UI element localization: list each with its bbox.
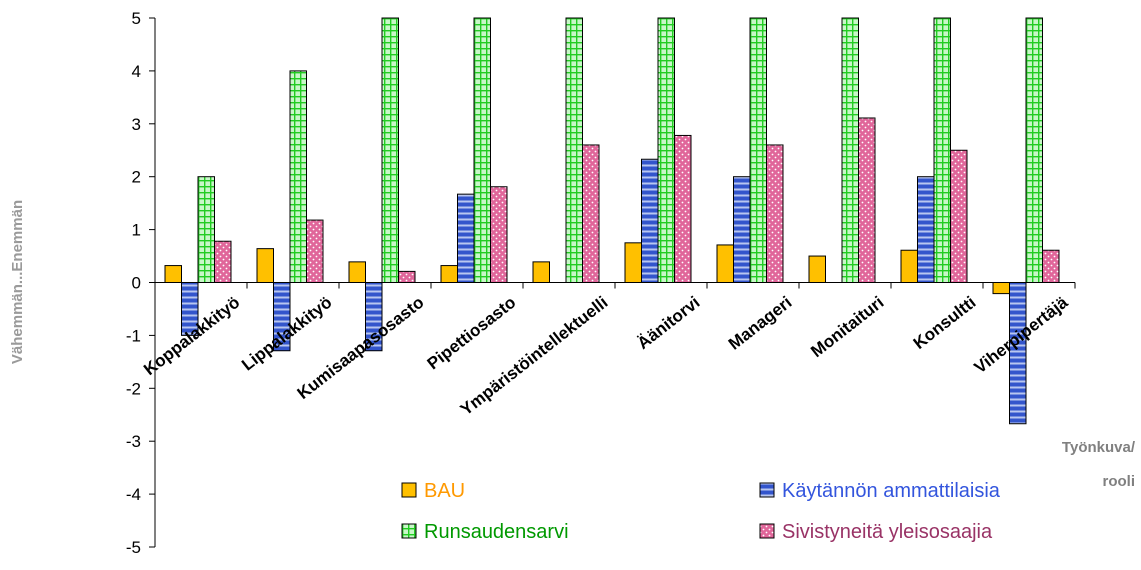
bar-sivistyneit-yleisosaajia-3 <box>490 186 508 284</box>
y-axis-label: Vähemmän...Enemmän <box>9 200 26 364</box>
bar-runsaudensarvi-4 <box>565 17 583 283</box>
category-label: Manageri <box>725 293 796 354</box>
category-label: Pipettiosasto <box>424 293 520 374</box>
bar-bau-8 <box>900 249 918 284</box>
bar-sivistyneit-yleisosaajia-9 <box>1042 249 1060 284</box>
bar-sivistyneit-yleisosaajia-8 <box>950 149 968 283</box>
legend-swatch <box>401 482 417 498</box>
y-tick-label: -4 <box>126 485 141 504</box>
bar-k-yt-nn-n-ammattilaisia-9 <box>1009 282 1027 425</box>
bar-bau-4 <box>532 261 550 283</box>
legend-label: Käytännön ammattilaisia <box>782 480 1001 502</box>
x-axis-label-line-2: rooli <box>1103 473 1136 490</box>
legend: BAU Käytännön ammattilaisia Runsaudensarvi… <box>401 480 1001 543</box>
bar-k-yt-nn-n-ammattilaisia-5 <box>641 158 659 283</box>
bar-runsaudensarvi-6 <box>749 17 767 283</box>
legend-label: Sivistyneitä yleisosaajia <box>782 521 993 543</box>
x-axis-label-line-1: Työnkuva/ <box>1062 439 1136 456</box>
bar-bau-2 <box>348 261 366 283</box>
legend-swatch <box>759 482 775 498</box>
category-label: Konsultti <box>910 293 980 353</box>
bar-sivistyneit-yleisosaajia-1 <box>306 219 324 284</box>
bar-bau-7 <box>808 255 826 283</box>
bar-runsaudensarvi-7 <box>841 17 859 283</box>
bar-k-yt-nn-n-ammattilaisia-3 <box>457 193 475 283</box>
y-tick-label: 3 <box>132 115 141 134</box>
legend-label: BAU <box>424 480 465 502</box>
bar-bau-9 <box>992 282 1010 295</box>
bars <box>164 17 1060 425</box>
y-tick-label: 2 <box>132 168 141 187</box>
bar-sivistyneit-yleisosaajia-0 <box>214 240 232 284</box>
bar-sivistyneit-yleisosaajia-4 <box>582 144 600 283</box>
bar-runsaudensarvi-5 <box>657 17 675 283</box>
bar-bau-1 <box>256 248 274 283</box>
bar-bau-6 <box>716 244 734 283</box>
bar-runsaudensarvi-9 <box>1025 17 1043 283</box>
y-tick-label: 1 <box>132 221 141 240</box>
bar-runsaudensarvi-3 <box>473 17 491 283</box>
bar-runsaudensarvi-1 <box>289 70 307 284</box>
bar-runsaudensarvi-8 <box>933 17 951 283</box>
bar-k-yt-nn-n-ammattilaisia-8 <box>917 176 935 283</box>
y-tick-label: 5 <box>132 9 141 28</box>
bar-bau-5 <box>624 242 642 283</box>
bar-sivistyneit-yleisosaajia-2 <box>398 270 416 283</box>
bar-runsaudensarvi-2 <box>381 17 399 283</box>
legend-swatch <box>401 523 417 539</box>
bar-k-yt-nn-n-ammattilaisia-6 <box>733 176 751 283</box>
legend-label: Runsaudensarvi <box>424 521 569 543</box>
bar-sivistyneit-yleisosaajia-7 <box>858 117 876 283</box>
category-label: Ympäristöintellektuelli <box>457 293 612 420</box>
y-axis: 5 4 3 2 1 0 -1 -2 -3 -4 -5 <box>126 9 156 557</box>
bar-runsaudensarvi-0 <box>197 176 215 283</box>
bar-sivistyneit-yleisosaajia-6 <box>766 144 784 283</box>
bar-sivistyneit-yleisosaajia-5 <box>674 134 692 283</box>
y-tick-label: -2 <box>126 379 141 398</box>
category-label: Monitaituri <box>807 293 887 361</box>
legend-swatch <box>759 523 775 539</box>
y-tick-label: 0 <box>132 274 141 293</box>
y-tick-label: -1 <box>126 326 141 345</box>
bar-k-yt-nn-n-ammattilaisia-1 <box>273 282 291 352</box>
category-label: Äänitorvi <box>634 293 704 353</box>
bar-bau-3 <box>440 265 458 283</box>
y-tick-label: -5 <box>126 538 141 557</box>
bar-k-yt-nn-n-ammattilaisia-2 <box>365 282 383 352</box>
bar-bau-0 <box>164 265 182 283</box>
x-axis <box>154 282 1076 289</box>
y-tick-label: 4 <box>132 62 141 81</box>
y-tick-label: -3 <box>126 432 141 451</box>
bar-k-yt-nn-n-ammattilaisia-0 <box>181 282 199 336</box>
